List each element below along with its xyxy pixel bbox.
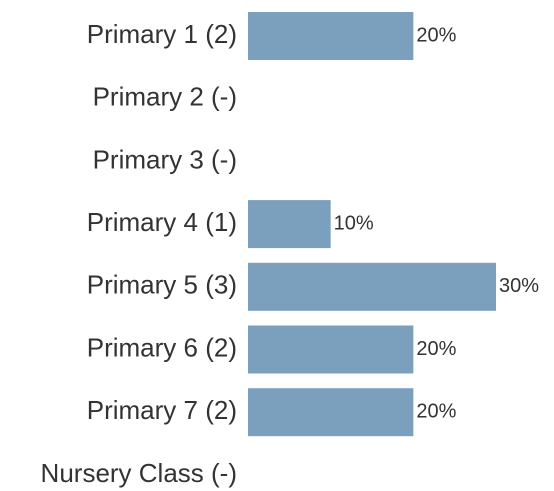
category-label: Primary 6 (2) bbox=[87, 332, 237, 362]
value-label: 20% bbox=[416, 400, 456, 422]
bar bbox=[248, 200, 331, 249]
bar bbox=[248, 388, 414, 437]
bar bbox=[248, 12, 414, 60]
value-label: 20% bbox=[416, 24, 456, 46]
value-label: 20% bbox=[416, 338, 456, 360]
category-label: Primary 2 (-) bbox=[93, 82, 237, 112]
category-label: Primary 3 (-) bbox=[93, 144, 237, 174]
category-label: Nursery Class (-) bbox=[41, 458, 237, 488]
category-label: Primary 1 (2) bbox=[87, 19, 237, 49]
bar bbox=[248, 262, 496, 311]
value-label: 30% bbox=[499, 275, 539, 297]
category-label: Primary 5 (3) bbox=[87, 270, 237, 300]
bar bbox=[248, 325, 414, 374]
category-label: Primary 4 (1) bbox=[87, 207, 237, 237]
value-label: 10% bbox=[334, 212, 374, 234]
category-label: Primary 7 (2) bbox=[87, 395, 237, 425]
